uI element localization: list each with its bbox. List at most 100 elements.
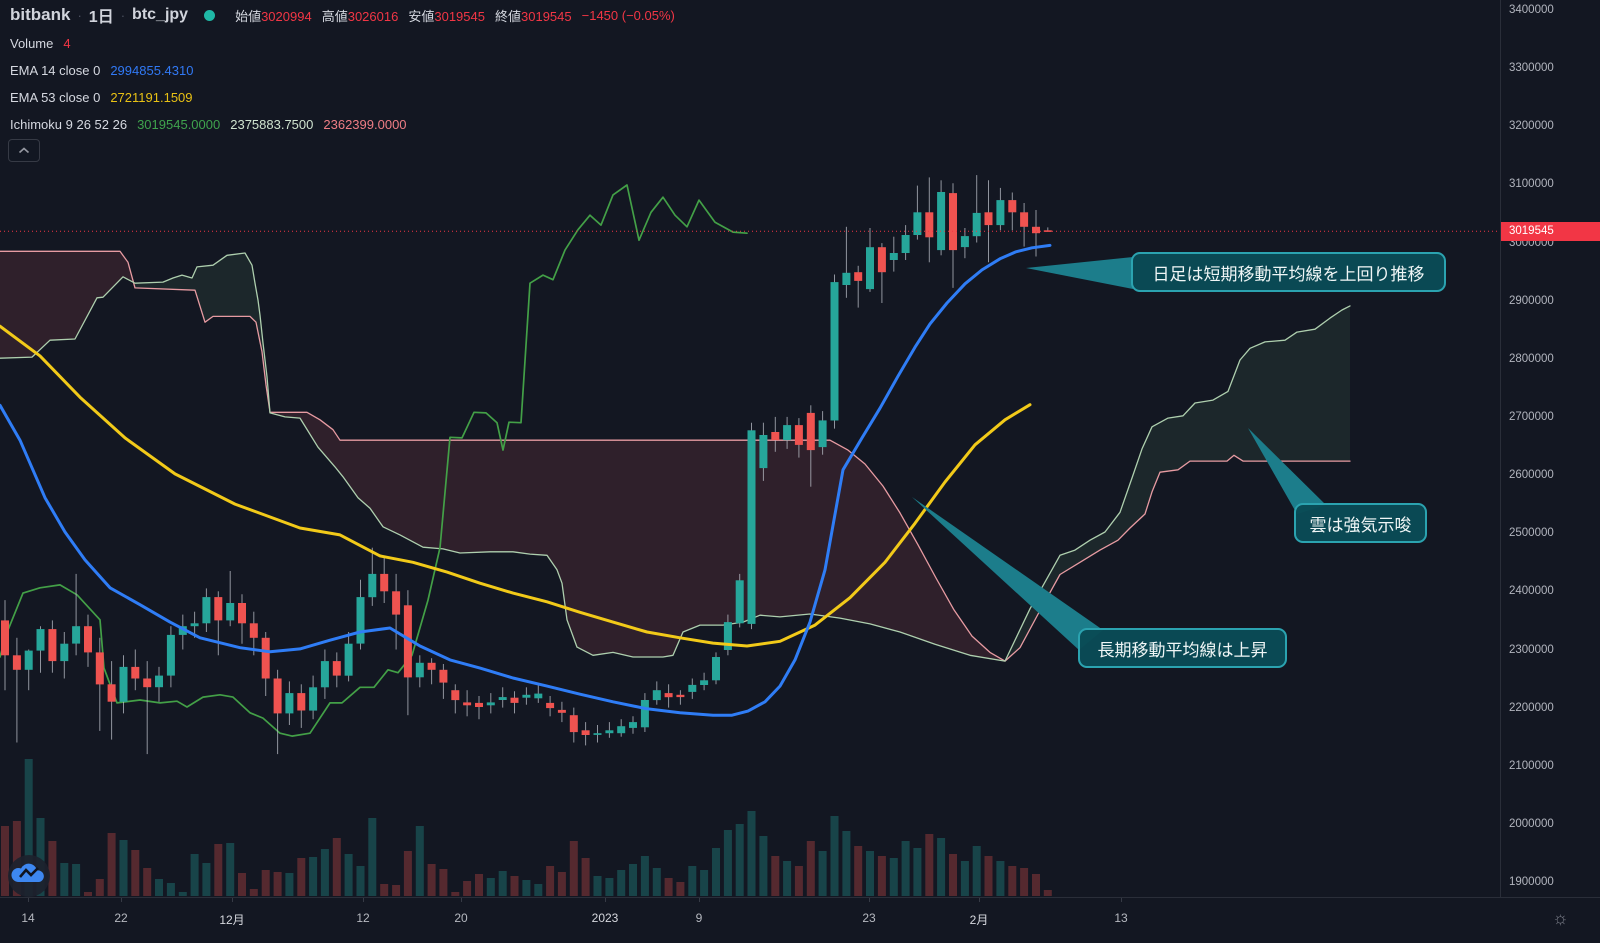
candle-body <box>24 650 33 670</box>
volume-bar <box>190 854 199 896</box>
volume-bar <box>617 870 626 896</box>
volume-bar <box>877 856 886 896</box>
legend-row-ichimoku[interactable]: Ichimoku 9 26 52 26 3019545.0000 2375883… <box>10 111 407 138</box>
annotation-callout-3[interactable]: 長期移動平均線は上昇 <box>1078 628 1287 668</box>
candle-body <box>700 680 709 685</box>
price-axis-label: 3300000 <box>1509 62 1554 75</box>
high-label: 高値 <box>321 8 348 24</box>
volume-bar <box>510 876 519 896</box>
candle-body <box>960 236 969 248</box>
candle-body <box>806 412 815 451</box>
ema14-line <box>0 243 1052 717</box>
candle-body <box>546 702 555 709</box>
volume-bar <box>119 840 128 896</box>
volume-bar <box>664 878 673 896</box>
candle-body <box>842 272 851 285</box>
volume-bar <box>723 830 732 896</box>
candle-body <box>486 702 495 706</box>
candle-body <box>617 726 626 734</box>
volume-bar <box>12 821 21 896</box>
volume-label: Volume <box>10 36 54 51</box>
candle-body <box>937 192 946 251</box>
indicator-legend: Volume 4 EMA 14 close 0 2994855.4310 EMA… <box>10 30 407 138</box>
symbol-name[interactable]: btc_jpy <box>132 6 189 23</box>
logo-zigzag <box>19 867 39 878</box>
ema53-value: 2721191.1509 <box>110 90 193 105</box>
volume-bar <box>735 824 744 896</box>
platform-logo[interactable] <box>6 853 52 899</box>
candle-body <box>818 420 827 448</box>
price-axis-label: 3100000 <box>1509 178 1554 191</box>
open-label: 始値 <box>235 8 262 24</box>
volume-bar <box>392 885 401 896</box>
candle-body <box>688 684 697 692</box>
chikou-line <box>0 184 748 737</box>
time-axis-tick <box>121 898 122 902</box>
high-value: 3026016 <box>347 8 399 24</box>
candle-body <box>759 435 768 469</box>
price-axis-label: 2400000 <box>1509 585 1554 598</box>
candle-body <box>451 690 460 701</box>
volume-bar <box>403 851 412 896</box>
time-axis[interactable]: ☼ 14 22 12月 12 20 2023 9 23 2月 13 <box>0 897 1600 943</box>
candle-body <box>36 629 45 651</box>
legend-row-ema14[interactable]: EMA 14 close 0 2994855.4310 <box>10 57 407 84</box>
volume-bar <box>996 861 1005 896</box>
time-axis-label: 9 <box>695 911 703 925</box>
legend-row-volume[interactable]: Volume 4 <box>10 30 407 57</box>
volume-bar <box>226 843 235 896</box>
candle-body <box>155 675 163 688</box>
open-value: 3020994 <box>261 8 312 24</box>
volume-bar <box>771 856 780 896</box>
candle-body <box>1032 226 1040 234</box>
time-axis-label: 2023 <box>591 911 619 925</box>
volume-bar <box>214 844 223 896</box>
price-axis-label: 2300000 <box>1509 643 1554 656</box>
exchange-name[interactable]: bitbank <box>10 5 71 24</box>
candle-body <box>380 573 389 592</box>
price-axis[interactable]: 3400000 3300000 3200000 3100000 3000000 29000… <box>1500 0 1600 897</box>
volume-bar <box>783 861 792 896</box>
candle-body <box>996 200 1005 226</box>
volume-bar <box>640 856 649 896</box>
candle-body <box>783 425 792 441</box>
volume-bar <box>238 873 246 896</box>
ichimoku-value-1: 3019545.0000 <box>137 117 221 132</box>
price-axis-label: 2800000 <box>1509 352 1554 365</box>
ema53-line <box>0 324 1032 648</box>
timeframe-selector[interactable]: 1日 <box>88 9 114 26</box>
candle-body <box>629 722 637 728</box>
candle-body <box>95 652 104 685</box>
ichimoku-cloud <box>0 251 132 359</box>
candle-body <box>652 690 661 701</box>
volume-bar <box>368 818 377 896</box>
volume-bar <box>522 880 531 896</box>
annotation-callout-1[interactable]: 日足は短期移動平均線を上回り推移 <box>1131 252 1446 292</box>
candle-body <box>498 697 507 700</box>
candle-body <box>226 603 235 621</box>
volume-bar <box>475 874 483 896</box>
price-axis-label: 3200000 <box>1509 120 1554 133</box>
candle-body <box>557 709 566 713</box>
candle-body <box>1020 212 1029 227</box>
candle-body <box>297 693 306 711</box>
time-axis-tick <box>461 898 462 902</box>
legend-collapse-button[interactable] <box>8 139 40 162</box>
time-axis-label: 13 <box>1114 911 1128 925</box>
price-axis-label: 1900000 <box>1509 876 1554 888</box>
candle-body <box>581 730 590 735</box>
volume-bar <box>984 856 993 896</box>
time-axis-label: 12月 <box>219 913 245 927</box>
annotation-callout-2[interactable]: 雲は強気示唆 <box>1294 503 1427 543</box>
theme-sun-icon[interactable]: ☼ <box>1552 908 1569 928</box>
legend-row-ema53[interactable]: EMA 53 close 0 2721191.1509 <box>10 84 407 111</box>
price-axis-label: 2100000 <box>1509 759 1554 772</box>
volume-bar <box>84 892 92 896</box>
volume-bar <box>36 818 45 896</box>
candle-body <box>332 661 341 676</box>
candle-body <box>747 430 756 624</box>
volume-bar <box>48 841 57 896</box>
candle-body <box>901 235 910 253</box>
volume-bar <box>901 841 910 896</box>
